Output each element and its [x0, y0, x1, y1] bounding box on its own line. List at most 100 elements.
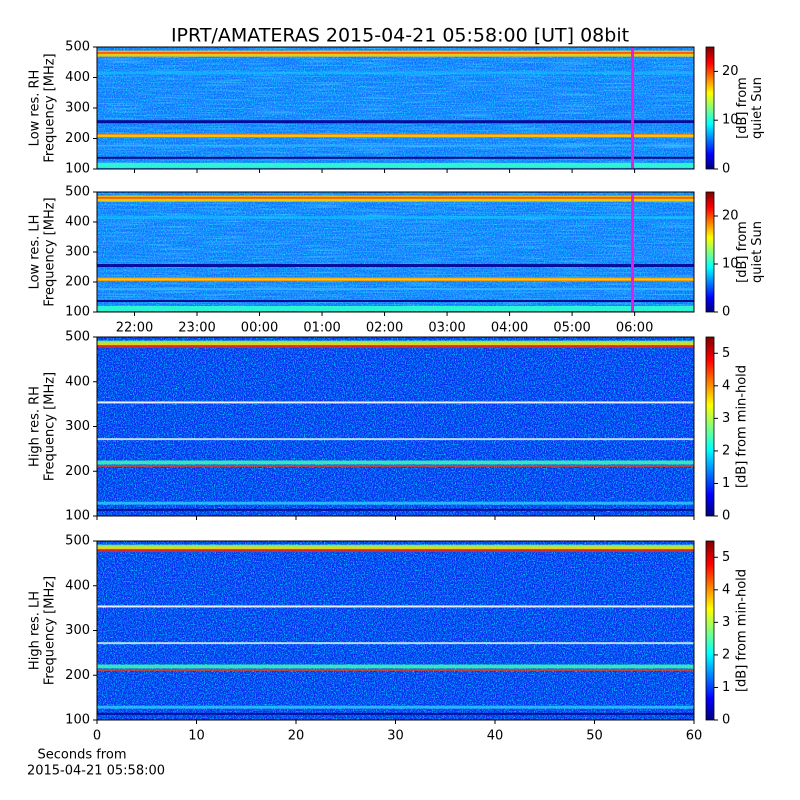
spectrogram-band [97, 216, 694, 219]
spectrogram-band [97, 605, 694, 608]
spectrogram-band [97, 51, 694, 54]
x-tick-label: 06:00 [616, 321, 653, 336]
colorbar-tick-label: 5 [722, 346, 730, 361]
spectrogram-band [97, 544, 694, 547]
y-tick-label: 500 [65, 40, 90, 55]
colorbar-label: [dB] from [735, 221, 750, 283]
x-tick-label: 20 [288, 729, 305, 744]
spectrogram-band [97, 341, 694, 346]
y-tick-label: 400 [65, 215, 90, 230]
spectrogram-band [97, 345, 694, 349]
spectrogram-band [97, 288, 694, 290]
spectrogram-band [97, 508, 694, 511]
y-tick-label: 400 [65, 578, 90, 593]
x-tick-label: 04:00 [491, 321, 528, 336]
colorbar-tick-label: 1 [722, 476, 730, 491]
x-tick-label: 10 [188, 729, 205, 744]
colorbar-tick-label: 0 [722, 713, 730, 728]
spectrogram-texture [97, 337, 694, 516]
colorbar-label: quiet Sun [750, 221, 765, 283]
x-axis-label: 2015-04-21 05:58:00 [27, 764, 165, 779]
colorbar-tick-label: 0 [722, 305, 730, 320]
spectrogram-texture [97, 192, 694, 312]
spectrogram-band [97, 545, 694, 550]
colorbar-tick-label: 2 [722, 647, 730, 662]
colorbar [705, 191, 715, 313]
y-tick-label: 300 [65, 245, 90, 260]
spectrogram-texture [97, 47, 694, 169]
x-tick-label: 03:00 [428, 321, 465, 336]
y-axis-label: Low res. LH [28, 215, 43, 290]
y-tick-label: 200 [65, 131, 90, 146]
colorbar-tick-label: 5 [722, 550, 730, 565]
spectrogram-band [97, 464, 694, 467]
colorbar-tick-label: 10 [722, 113, 739, 128]
y-tick-label: 100 [65, 713, 90, 728]
y-axis-label: Frequency [MHz] [43, 53, 58, 162]
spectrogram-band [97, 664, 694, 669]
y-tick-label: 100 [65, 509, 90, 524]
spectrogram-band [97, 264, 694, 267]
spectrogram-band [97, 501, 694, 505]
y-tick-label: 200 [65, 275, 90, 290]
spectrogram-band [97, 642, 694, 645]
spectrogram-band [97, 712, 694, 715]
x-tick-label: 23:00 [178, 321, 215, 336]
figure-title: IPRT/AMATERAS 2015-04-21 05:58:00 [UT] 0… [171, 25, 629, 47]
x-tick-label: 01:00 [303, 321, 340, 336]
colorbar-label: [dB] from min-hold [735, 569, 750, 692]
colorbar-label: quiet Sun [750, 77, 765, 139]
spectrogram-band [97, 134, 694, 137]
colorbar-tick-label: 0 [722, 162, 730, 177]
spectrogram-band [97, 705, 694, 709]
y-axis-label: Low res. RH [28, 70, 43, 147]
colorbar-tick-label: 1 [722, 680, 730, 695]
x-tick-label: 60 [686, 729, 703, 744]
colorbar-tick-label: 2 [722, 443, 730, 458]
spectrogram-band [97, 668, 694, 671]
colorbar-tick-label: 20 [722, 64, 739, 79]
spectrogram-band [97, 71, 694, 75]
y-tick-label: 400 [65, 374, 90, 389]
y-axis-label: High res. RH [28, 386, 43, 467]
x-tick-label: 50 [586, 729, 603, 744]
colorbar-tick-label: 20 [722, 209, 739, 224]
y-tick-label: 500 [65, 185, 90, 200]
y-tick-label: 500 [65, 534, 90, 549]
y-tick-label: 100 [65, 162, 90, 177]
x-tick-label: 0 [93, 729, 101, 744]
y-axis-label: Frequency [MHz] [43, 576, 58, 685]
spectrogram-band [97, 340, 694, 343]
colorbar-tick-label: 3 [722, 615, 730, 630]
y-axis-label: Frequency [MHz] [43, 372, 58, 481]
spectrogram-band [97, 401, 694, 404]
y-tick-label: 400 [65, 70, 90, 85]
y-tick-label: 300 [65, 623, 90, 638]
colorbar-tick-label: 10 [722, 257, 739, 272]
y-axis-label: Frequency [MHz] [43, 197, 58, 306]
spectrogram-band [97, 306, 694, 311]
y-tick-label: 300 [65, 419, 90, 434]
y-tick-label: 200 [65, 464, 90, 479]
x-tick-label: 00:00 [241, 321, 278, 336]
x-tick-label: 22:00 [116, 321, 153, 336]
spectrogram-band [97, 196, 694, 199]
y-tick-label: 500 [65, 330, 90, 345]
spectrogram-band [97, 438, 694, 441]
x-tick-label: 30 [387, 729, 404, 744]
x-axis-label: Seconds from [37, 748, 126, 763]
spectrogram-band [97, 162, 694, 168]
y-tick-label: 300 [65, 101, 90, 116]
x-tick-label: 02:00 [366, 321, 403, 336]
spectrogram-band [97, 156, 694, 159]
colorbar-tick-label: 4 [722, 378, 730, 393]
colorbar-tick-label: 3 [722, 411, 730, 426]
colorbar-label: [dB] from min-hold [735, 365, 750, 488]
x-tick-label: 05:00 [553, 321, 590, 336]
y-tick-label: 200 [65, 668, 90, 683]
y-axis-label: High res. LH [28, 591, 43, 670]
colorbar-tick-label: 4 [722, 582, 730, 597]
y-tick-label: 100 [65, 305, 90, 320]
spectrogram-band [97, 300, 694, 302]
